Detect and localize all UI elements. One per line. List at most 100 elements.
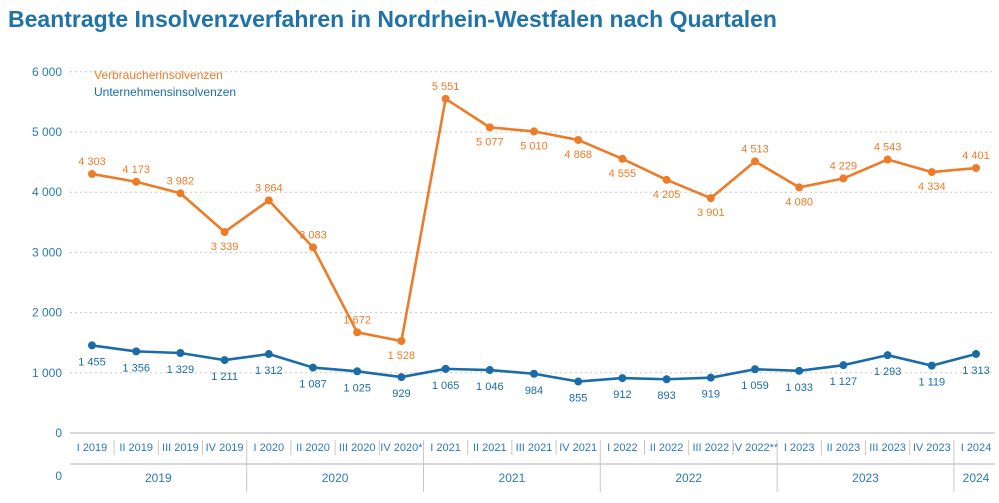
consumer-point: [176, 189, 185, 198]
consumer-point: [530, 127, 538, 136]
y-tick-label: 1 000: [32, 366, 62, 380]
consumer-value-label: 4 543: [874, 142, 902, 154]
consumer-point: [839, 174, 848, 183]
business-point: [132, 347, 141, 356]
y-tick-label: 5 000: [32, 125, 62, 139]
business-value-label: 929: [392, 388, 410, 400]
x-tick-label: II 2023: [827, 442, 861, 454]
business-value-label: 912: [613, 389, 631, 401]
y-tick-label: 2 000: [32, 306, 62, 320]
year-label: 2019: [145, 471, 172, 485]
business-value-label: 1 065: [432, 380, 460, 392]
x-tick-label: III 2022: [692, 442, 729, 454]
year-label: 2020: [322, 471, 349, 485]
consumer-point: [485, 123, 494, 132]
business-value-label: 1 455: [78, 356, 106, 368]
axis-break-label: 0: [55, 469, 62, 483]
x-tick-label: III 2023: [869, 442, 906, 454]
consumer-point: [397, 337, 406, 346]
x-tick-label: III 2020: [339, 442, 376, 454]
business-point: [751, 365, 759, 374]
business-point: [220, 356, 229, 365]
business-value-label: 1 313: [962, 365, 990, 377]
business-value-label: 1 025: [343, 382, 371, 394]
consumer-point: [972, 164, 980, 173]
business-point: [706, 373, 715, 382]
business-point: [353, 367, 362, 376]
consumer-value-label: 3 901: [697, 207, 725, 219]
business-point: [927, 361, 936, 370]
consumer-point: [132, 177, 141, 186]
x-tick-label: I 2023: [784, 442, 815, 454]
y-axis-ticks: 6 000 5 000 4 000 3 000 2 000 1 000 0: [32, 65, 62, 440]
consumer-value-label: 4 229: [830, 160, 858, 172]
year-label: 2022: [675, 471, 702, 485]
consumer-value-label: 3 864: [255, 182, 283, 194]
consumer-point: [662, 175, 671, 184]
legend-consumer: Verbraucherinsolvenzen: [94, 68, 223, 82]
consumer-point: [751, 157, 759, 166]
x-tick-label: III 2021: [516, 442, 553, 454]
business-value-label: 1 293: [874, 366, 902, 378]
x-tick-label: IV 2023: [913, 442, 951, 454]
business-value-label: 1 127: [830, 376, 858, 388]
consumer-value-label: 4 173: [122, 164, 150, 176]
x-tick-label: IV 2020*: [380, 442, 423, 454]
x-tick-label: I 2021: [430, 442, 461, 454]
business-value-label: 984: [525, 385, 543, 397]
consumer-point: [927, 168, 936, 177]
business-point: [88, 341, 96, 350]
x-tick-label: I 2020: [254, 442, 285, 454]
y-tick-label: 0: [55, 426, 62, 440]
x-tick-label: II 2019: [119, 442, 153, 454]
business-point: [972, 349, 980, 358]
business-value-label: 1 046: [476, 381, 504, 393]
consumer-point: [883, 155, 892, 164]
x-tick-label: IV 2022**: [732, 442, 779, 454]
consumer-value-label: 4 334: [918, 181, 946, 193]
business-point: [264, 350, 273, 359]
consumer-value-label: 3 339: [211, 241, 239, 253]
x-tick-label: IV 2021: [559, 442, 597, 454]
y-tick-label: 3 000: [32, 245, 62, 259]
consumer-value-label: 4 513: [741, 143, 769, 155]
consumer-point: [264, 196, 273, 205]
business-point: [618, 374, 627, 383]
consumer-value-label: 1 672: [343, 314, 371, 326]
data-points: [88, 94, 980, 386]
x-tick-label: II 2022: [650, 442, 684, 454]
consumer-value-label: 1 528: [388, 350, 416, 362]
x-axis: 0 I 2019 II 2019 III 2019 IV 2019 I 2020 II 20…: [55, 432, 995, 492]
consumer-point: [574, 135, 583, 144]
year-label: 2023: [852, 471, 879, 485]
consumer-point: [220, 227, 229, 236]
business-point: [485, 366, 494, 375]
consumer-point: [441, 94, 450, 103]
business-point: [530, 369, 538, 378]
y-tick-label: 6 000: [32, 65, 62, 79]
business-point: [309, 363, 317, 372]
consumer-value-label: 4 401: [962, 150, 990, 162]
x-tick-label: I 2019: [77, 442, 108, 454]
business-point: [176, 348, 185, 357]
business-value-label: 1 033: [785, 382, 813, 394]
y-tick-label: 4 000: [32, 185, 62, 199]
consumer-value-label: 4 303: [78, 156, 106, 168]
business-point: [574, 377, 583, 386]
consumer-value-label: 4 205: [653, 189, 681, 201]
business-value-label: 1 087: [299, 379, 327, 391]
consumer-value-label: 4 868: [564, 149, 592, 161]
consumer-value-label: 4 080: [785, 196, 813, 208]
consumer-value-label: 3 982: [167, 175, 195, 187]
consumer-point: [795, 183, 804, 192]
consumer-point: [706, 194, 715, 203]
x-tick-label: II 2020: [296, 442, 330, 454]
legend: Verbraucherinsolvenzen Unternehmensinsolv…: [94, 68, 236, 99]
x-tick-label: I 2024: [961, 442, 992, 454]
business-value-label: 1 211: [211, 371, 238, 383]
business-value-label: 1 312: [255, 365, 283, 377]
consumer-value-label: 4 555: [609, 168, 637, 180]
x-tick-label: II 2021: [473, 442, 507, 454]
x-tick-label: III 2019: [162, 442, 199, 454]
